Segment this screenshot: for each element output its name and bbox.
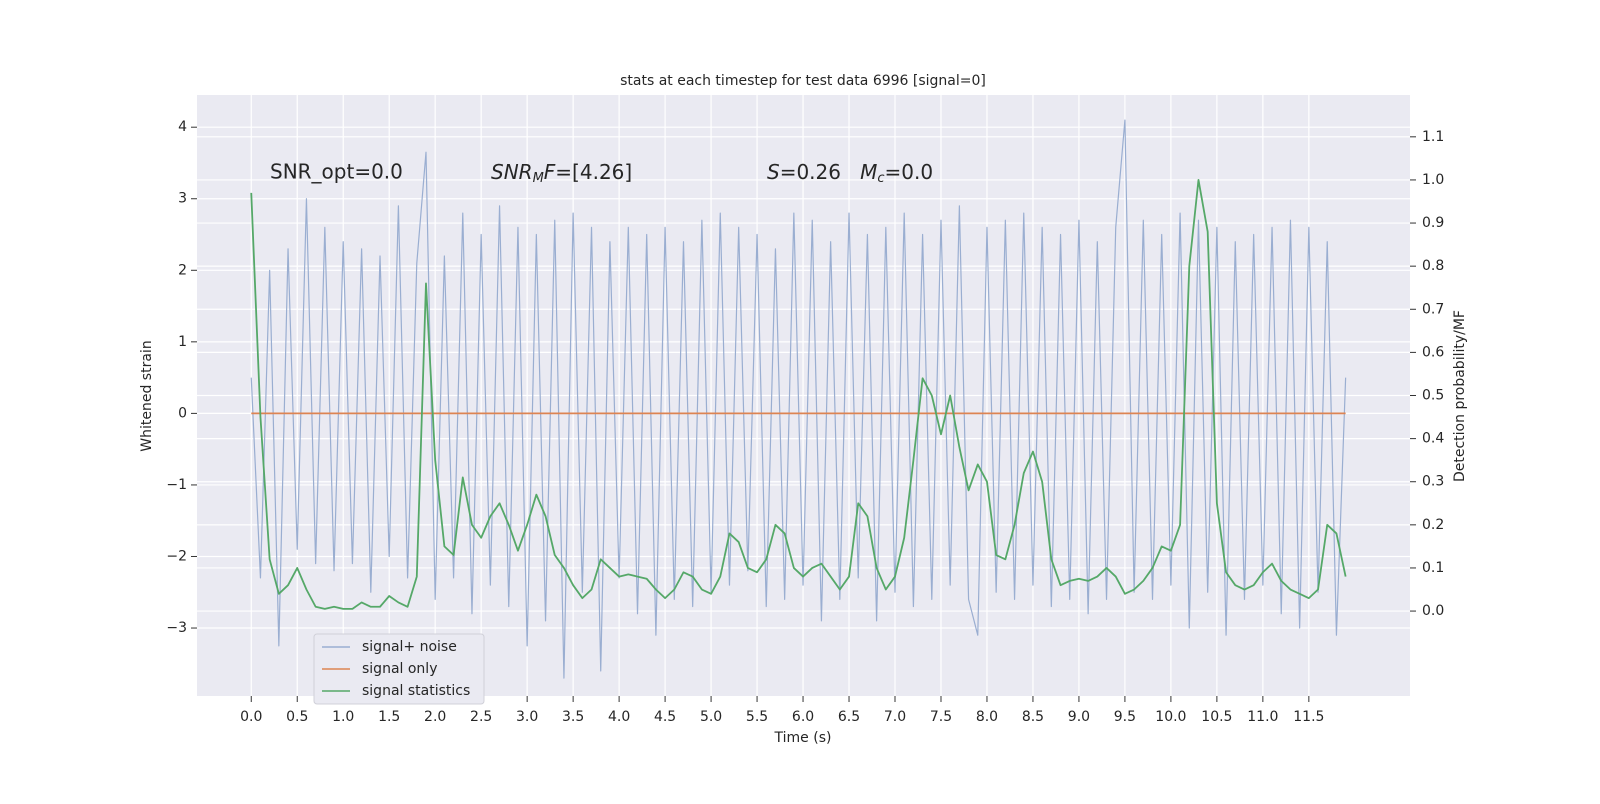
y2-tick-label: 0.2: [1422, 517, 1444, 533]
annotation-part: S: [767, 160, 780, 184]
axes: 0.0 0.5 1.0 1.5 2.0 2.5 3.0 3.5 4.0 4.5 5.0 5.5 6.0 6…: [166, 119, 1444, 725]
legend-label: signal+ noise: [362, 639, 457, 655]
y-tick-label: 4: [178, 119, 187, 135]
annotation: S=0.26 Mc=0.0: [767, 160, 933, 186]
x-tick-label: 3.0: [516, 709, 538, 725]
x-tick-label: 11.0: [1247, 709, 1278, 725]
x-tick-label: 10.5: [1201, 709, 1232, 725]
x-tick-label: 9.0: [1068, 709, 1090, 725]
legend-box: [313, 633, 485, 705]
y-axis-label: Whitened strain: [139, 340, 155, 451]
annotation-part: F: [544, 160, 556, 184]
series-line: [250, 179, 1347, 610]
x-tick-label: 6.0: [792, 709, 814, 725]
y-tick-label: −1: [166, 477, 187, 493]
x-tick-label: 7.5: [930, 709, 952, 725]
y-tick-label: 0: [178, 405, 187, 421]
x-tick-label: 4.0: [608, 709, 630, 725]
legend-label: signal statistics: [362, 683, 470, 699]
annotation-part: =[4.26]: [555, 160, 632, 184]
annotation: SNRMF=[4.26]: [491, 160, 632, 186]
legend-label: signal only: [362, 661, 437, 677]
x-tick-label: 9.5: [1114, 709, 1136, 725]
y2-tick-label: 1.0: [1422, 172, 1444, 188]
x-tick-label: 5.0: [700, 709, 722, 725]
y2-tick-label: 0.9: [1422, 215, 1444, 231]
chart-title: stats at each timestep for test data 699…: [620, 73, 986, 89]
annotation-sub: M: [533, 171, 544, 186]
annotation-sub: c: [877, 171, 884, 186]
y-tick-label: 2: [178, 262, 187, 278]
annotation: SNR_opt=0.0: [270, 160, 403, 184]
x-tick-label: 2.0: [424, 709, 446, 725]
x-tick-label: 10.0: [1155, 709, 1186, 725]
x-tick-label: 8.5: [1022, 709, 1044, 725]
annotation-part: =0.26: [780, 160, 860, 184]
x-tick-label: 1.5: [378, 709, 400, 725]
y2-tick-label: 0.6: [1422, 344, 1444, 360]
x-tick-label: 3.5: [562, 709, 584, 725]
series-line: [250, 119, 1347, 679]
marks: [250, 119, 1347, 679]
y2-tick-label: 1.1: [1422, 129, 1444, 145]
y-tick-label: 3: [178, 191, 187, 207]
y2-tick-label: 0.3: [1422, 474, 1444, 490]
x-tick-label: 6.5: [838, 709, 860, 725]
x-tick-label: 8.0: [976, 709, 998, 725]
annotation-part: M: [860, 160, 877, 184]
x-tick-label: 5.5: [746, 709, 768, 725]
y2-tick-label: 0.8: [1422, 258, 1444, 274]
x-tick-label: 0.5: [286, 709, 308, 725]
x-tick-label: 4.5: [654, 709, 676, 725]
x-tick-label: 1.0: [332, 709, 354, 725]
y2-tick-label: 0.0: [1422, 603, 1444, 619]
x-tick-label: 7.0: [884, 709, 906, 725]
x-tick-label: 11.5: [1293, 709, 1324, 725]
y2-tick-label: 0.4: [1422, 431, 1444, 447]
y2-axis-label: Detection probability/MF: [1452, 310, 1468, 482]
y2-tick-label: 0.1: [1422, 560, 1444, 576]
x-tick-label: 0.0: [240, 709, 262, 725]
y2-tick-label: 0.5: [1422, 388, 1444, 404]
grid: [197, 95, 1410, 696]
y2-tick-label: 0.7: [1422, 301, 1444, 317]
x-axis-label: Time (s): [774, 730, 832, 746]
x-tick-label: 2.5: [470, 709, 492, 725]
annotation-part: =0.0: [885, 160, 934, 184]
y-tick-label: −3: [166, 620, 187, 636]
y-tick-label: 1: [178, 334, 187, 350]
annotation-part: SNR: [491, 160, 533, 184]
legend: signal+ noise signal only signal statist…: [313, 633, 485, 705]
y-tick-label: −2: [166, 548, 187, 564]
